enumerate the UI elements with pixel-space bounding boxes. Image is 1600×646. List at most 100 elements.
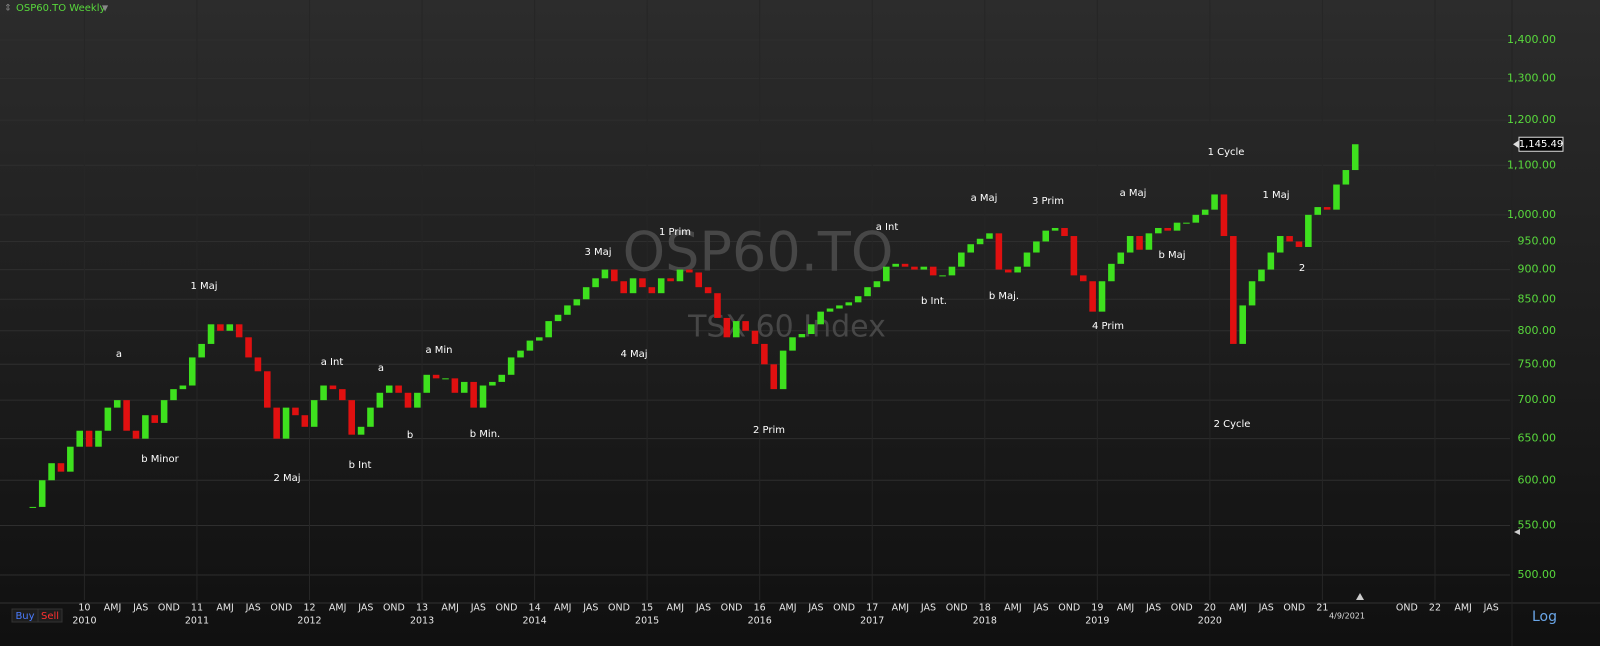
wave-label: 3 Maj <box>584 247 611 258</box>
candle <box>789 337 796 351</box>
x-tick-label: AMJ <box>104 603 122 614</box>
wave-label: a Min <box>425 345 452 356</box>
x-tick-label: JAS <box>1032 603 1048 614</box>
candle <box>1220 194 1228 237</box>
wave-label: b Maj. <box>989 291 1019 302</box>
candle <box>451 378 459 393</box>
x-tick-label: OND <box>833 603 855 614</box>
candle <box>798 334 806 338</box>
scale-mode[interactable]: Log <box>1532 609 1557 625</box>
candle <box>545 321 552 338</box>
x-tick-label: AMJ <box>1117 603 1135 614</box>
cursor-date: 4/9/2021 <box>1329 612 1365 621</box>
candle <box>367 407 374 427</box>
candle <box>1183 222 1190 224</box>
candle <box>376 392 384 408</box>
candle <box>639 278 646 288</box>
x-tick-label: OND <box>946 603 968 614</box>
year-label: 2019 <box>1085 616 1109 627</box>
wave-label: b Maj <box>1158 250 1185 261</box>
candle <box>198 343 205 358</box>
year-label: 2011 <box>185 616 209 627</box>
candle <box>564 305 571 315</box>
y-tick-label: 600.00 <box>1518 473 1557 486</box>
candle <box>864 287 871 297</box>
candle <box>1126 236 1134 253</box>
x-tick-label: OND <box>608 603 630 614</box>
wave-label: 1 Prim <box>659 227 691 238</box>
candle <box>1267 252 1275 270</box>
x-tick-label: OND <box>496 603 518 614</box>
candle <box>826 308 834 312</box>
sell-label[interactable]: Sell <box>41 611 59 622</box>
y-tick-label: 1,100.00 <box>1507 158 1556 171</box>
candle <box>714 293 721 318</box>
candle <box>207 324 215 344</box>
candle <box>423 374 431 393</box>
wave-label: 2 Prim <box>753 425 785 436</box>
candle <box>385 385 393 393</box>
x-tick-label: 17 <box>866 603 878 614</box>
candle <box>470 381 477 408</box>
candle <box>479 385 487 408</box>
candle <box>770 364 778 390</box>
wave-label: b Int. <box>921 296 947 307</box>
y-tick-label: 750.00 <box>1518 357 1557 370</box>
candle <box>76 430 84 447</box>
candle <box>1079 275 1087 282</box>
candle <box>761 343 768 365</box>
wave-label: a <box>116 349 122 360</box>
y-tick-label: 850.00 <box>1518 292 1557 305</box>
candle <box>1314 207 1322 215</box>
candle <box>592 278 599 288</box>
buy-label[interactable]: Buy <box>15 611 34 622</box>
candle <box>38 480 46 507</box>
annotations: a 1 Maj b Minor 2 Maj a Int b Int a b a Min b Min… <box>116 147 1305 484</box>
candle <box>620 281 627 294</box>
candle <box>948 266 956 276</box>
candle <box>601 269 609 279</box>
candle <box>526 340 534 351</box>
candle <box>648 287 656 294</box>
chart-title[interactable]: OSP60.TO Weekly <box>16 3 105 14</box>
title-icon: ⇕ <box>4 4 12 14</box>
wave-label: a Int <box>876 222 899 233</box>
y-tick-label: 950.00 <box>1518 234 1557 247</box>
candle <box>1164 227 1171 231</box>
x-tick-label: AMJ <box>216 603 234 614</box>
candle <box>348 400 355 435</box>
candle <box>582 287 590 300</box>
candle <box>160 400 168 423</box>
candle <box>273 407 280 439</box>
year-label: 2014 <box>523 616 547 627</box>
candle <box>460 381 468 393</box>
candle <box>292 407 299 416</box>
candle <box>29 506 37 508</box>
title-dropdown[interactable]: ▼ <box>102 4 109 13</box>
candle <box>1286 236 1293 242</box>
candle <box>1351 144 1359 171</box>
candle <box>310 400 318 427</box>
year-label: 2016 <box>748 616 772 627</box>
candle <box>986 233 993 239</box>
candle <box>1248 281 1256 306</box>
candle <box>123 400 130 431</box>
wave-label: a Int <box>321 357 344 368</box>
candle <box>1070 236 1078 276</box>
candle <box>282 407 290 439</box>
candle <box>1108 263 1115 282</box>
candle <box>1089 281 1096 312</box>
candle <box>695 272 703 288</box>
x-tick-label: 21 <box>1316 603 1328 614</box>
x-tick-label: 22 <box>1429 603 1441 614</box>
candle <box>967 244 974 253</box>
candle <box>751 330 759 344</box>
x-tick-label: AMJ <box>1454 603 1472 614</box>
candle <box>1239 305 1246 344</box>
candle <box>779 350 787 390</box>
wave-label: a Maj <box>971 193 998 204</box>
candle <box>1023 252 1031 267</box>
sell-button[interactable] <box>37 608 63 623</box>
candle <box>48 463 55 481</box>
